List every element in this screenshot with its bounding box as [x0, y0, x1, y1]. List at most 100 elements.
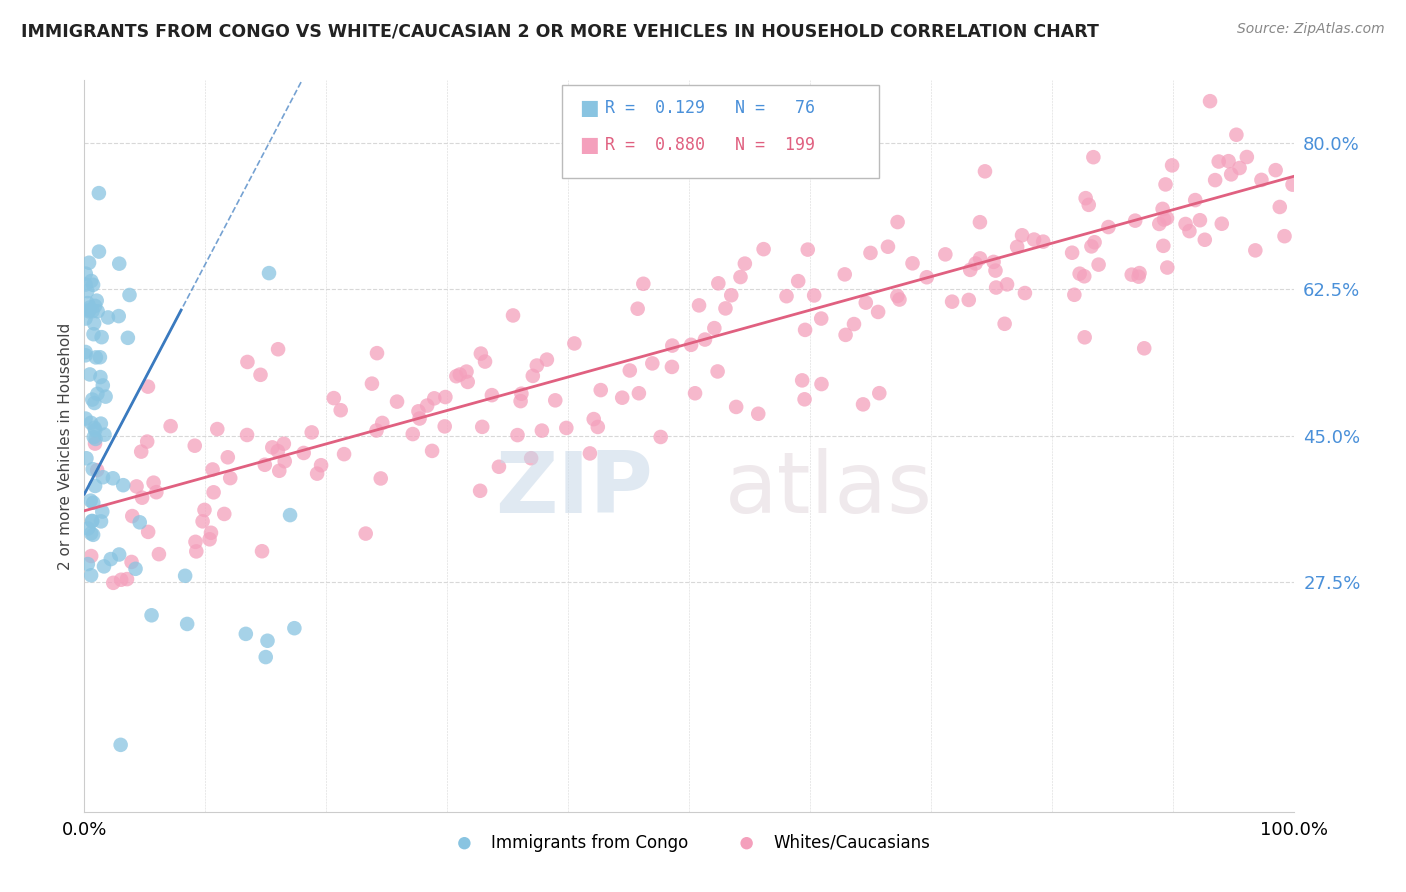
Point — [75, 311, 97, 326]
Point — [481, 388, 503, 402]
Point — [555, 421, 578, 435]
Point — [193, 503, 215, 517]
Point — [283, 621, 305, 635]
Point — [100, 552, 122, 566]
Point — [76, 296, 98, 310]
Point — [83, 317, 105, 331]
Point — [1178, 224, 1201, 238]
Point — [1005, 240, 1028, 254]
Point — [714, 301, 737, 316]
Point — [1153, 212, 1175, 227]
Point — [217, 450, 239, 465]
Point — [292, 446, 315, 460]
Point — [307, 467, 329, 481]
Point — [471, 420, 494, 434]
Point — [522, 368, 544, 383]
Point — [108, 257, 131, 271]
Y-axis label: 2 or more Vehicles in Household: 2 or more Vehicles in Household — [58, 322, 73, 570]
Point — [1220, 167, 1243, 181]
Point — [79, 301, 101, 315]
Point — [720, 288, 742, 302]
Point — [868, 386, 890, 401]
Point — [84, 423, 107, 437]
Point — [984, 280, 1007, 294]
Point — [1062, 245, 1084, 260]
Point — [1087, 258, 1109, 272]
Point — [256, 633, 278, 648]
Point — [1152, 202, 1174, 216]
Point — [176, 616, 198, 631]
Point — [1121, 268, 1143, 282]
Point — [80, 526, 103, 541]
Point — [201, 462, 224, 476]
Point — [131, 491, 153, 505]
Point — [322, 391, 344, 405]
Point — [1123, 213, 1146, 227]
Point — [101, 471, 124, 485]
Point — [1218, 154, 1240, 169]
Point — [84, 479, 107, 493]
Point — [236, 355, 259, 369]
Point — [1073, 330, 1095, 344]
Point — [1080, 239, 1102, 253]
Point — [159, 419, 181, 434]
Point — [249, 368, 271, 382]
Point — [1156, 260, 1178, 275]
Point — [354, 526, 377, 541]
Point — [84, 432, 107, 446]
Point — [235, 627, 257, 641]
Point — [446, 369, 468, 384]
Point — [579, 446, 602, 460]
Point — [794, 323, 817, 337]
Point — [693, 333, 716, 347]
Point — [202, 485, 225, 500]
Point — [1204, 173, 1226, 187]
Point — [1069, 267, 1091, 281]
Point — [136, 379, 159, 393]
Point — [834, 268, 856, 282]
Text: Source: ZipAtlas.com: Source: ZipAtlas.com — [1237, 22, 1385, 37]
Point — [703, 321, 725, 335]
Point — [1199, 94, 1222, 108]
Point — [752, 242, 775, 256]
Point — [564, 336, 586, 351]
Point — [366, 424, 388, 438]
Point — [97, 310, 120, 325]
Point — [83, 396, 105, 410]
Text: ■: ■ — [579, 98, 599, 118]
Point — [1274, 229, 1296, 244]
Point — [1184, 193, 1206, 207]
Point — [612, 391, 634, 405]
Point — [995, 277, 1018, 292]
Point — [75, 345, 97, 359]
Point — [219, 471, 242, 485]
Point — [1236, 150, 1258, 164]
Point — [420, 443, 443, 458]
Point — [1161, 158, 1184, 172]
Point — [87, 186, 110, 201]
Point — [1152, 239, 1174, 253]
Point — [112, 478, 135, 492]
Point — [117, 331, 139, 345]
Point — [969, 215, 991, 229]
Point — [520, 451, 543, 466]
Point — [90, 330, 112, 344]
Point — [80, 549, 103, 563]
Point — [859, 246, 882, 260]
Point — [77, 521, 100, 535]
Point — [83, 421, 105, 435]
Point — [121, 509, 143, 524]
Point — [706, 364, 728, 378]
Point — [1084, 235, 1107, 250]
Point — [361, 376, 384, 391]
Point — [84, 299, 107, 313]
Point — [1149, 217, 1171, 231]
Point — [191, 514, 214, 528]
Point — [730, 270, 752, 285]
Point — [734, 257, 756, 271]
Point — [582, 412, 605, 426]
Point — [108, 548, 131, 562]
Point — [142, 475, 165, 490]
Point — [810, 377, 832, 392]
Point — [1154, 178, 1177, 192]
